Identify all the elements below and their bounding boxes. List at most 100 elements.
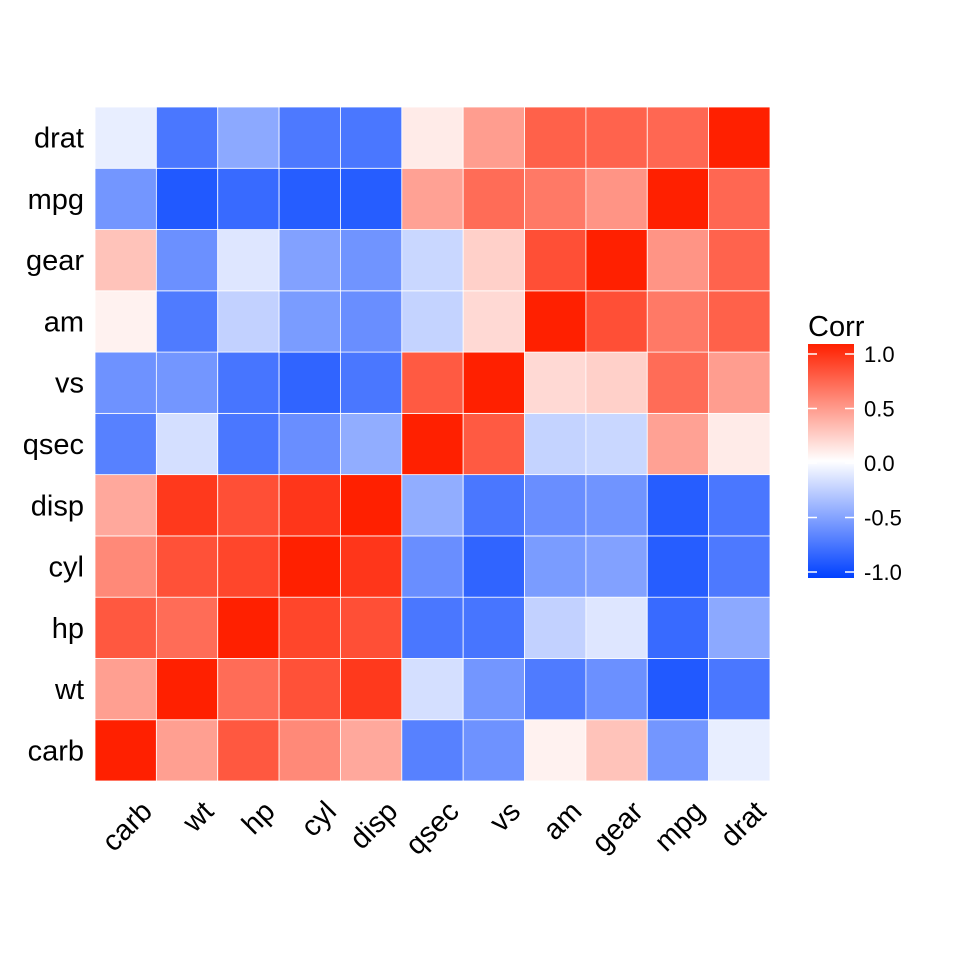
heatmap-cell-carb-mpg — [646, 719, 710, 782]
heatmap-cell-mpg-carb — [94, 167, 157, 230]
heatmap-tiles — [94, 106, 771, 782]
heatmap-cell-vs-am — [524, 351, 587, 414]
heatmap-cell-gear-am — [524, 229, 587, 292]
heatmap-cell-qsec-hp — [217, 412, 280, 476]
heatmap-cell-cyl-cyl — [278, 535, 341, 598]
heatmap-cell-qsec-vs — [462, 412, 525, 476]
heatmap-cell-gear-carb — [94, 229, 157, 292]
heatmap-cell-qsec-wt — [155, 412, 219, 476]
y-tick-label-qsec: qsec — [23, 429, 84, 461]
x-tick-label-carb: carb — [96, 795, 159, 858]
heatmap-cell-vs-cyl — [278, 351, 341, 414]
heatmap-cell-carb-drat — [708, 719, 771, 782]
heatmap-cell-qsec-qsec — [401, 412, 464, 476]
heatmap-cell-disp-disp — [340, 474, 403, 537]
heatmap-cell-carb-carb — [94, 719, 157, 782]
heatmap-cell-vs-wt — [155, 351, 219, 414]
heatmap-cell-gear-disp — [340, 229, 403, 292]
heatmap-cell-disp-hp — [217, 474, 280, 537]
legend-colorbar — [808, 344, 854, 578]
heatmap-cell-disp-vs — [462, 474, 525, 537]
heatmap-cell-vs-qsec — [401, 351, 464, 414]
x-tick-label-cyl: cyl — [295, 795, 343, 843]
heatmap-cell-gear-qsec — [401, 229, 464, 292]
heatmap-cell-mpg-drat — [708, 167, 771, 230]
heatmap-cell-gear-wt — [155, 229, 219, 292]
x-tick-label-am: am — [537, 795, 588, 846]
heatmap-cell-qsec-disp — [340, 412, 403, 476]
heatmap-cell-vs-gear — [585, 351, 648, 414]
y-tick-label-disp: disp — [31, 490, 84, 522]
y-tick-label-hp: hp — [52, 613, 84, 645]
heatmap-cell-wt-disp — [340, 658, 403, 721]
heatmap-cell-mpg-gear — [585, 167, 648, 230]
heatmap-cell-carb-vs — [462, 719, 525, 782]
x-tick-label-disp: disp — [344, 795, 404, 855]
legend-tick-label: 1.0 — [864, 342, 895, 367]
heatmap-cell-carb-cyl — [278, 719, 341, 782]
heatmap-cell-am-cyl — [278, 290, 341, 353]
heatmap-cell-cyl-qsec — [401, 535, 464, 598]
heatmap-cell-vs-drat — [708, 351, 771, 414]
heatmap-cell-am-mpg — [646, 290, 710, 353]
heatmap-cell-am-gear — [585, 290, 648, 353]
heatmap-cell-mpg-disp — [340, 167, 403, 230]
heatmap-cell-drat-am — [524, 106, 587, 169]
heatmap-cell-cyl-gear — [585, 535, 648, 598]
heatmap-cell-wt-gear — [585, 658, 648, 721]
heatmap-cell-carb-gear — [585, 719, 648, 782]
y-tick-label-am: am — [44, 306, 84, 338]
heatmap-cell-am-disp — [340, 290, 403, 353]
heatmap-cell-drat-vs — [462, 106, 525, 169]
heatmap-cell-disp-mpg — [646, 474, 710, 537]
y-tick-label-gear: gear — [26, 245, 84, 277]
heatmap-cell-am-hp — [217, 290, 280, 353]
legend-title: Corr — [808, 311, 865, 343]
y-axis-tick-labels: carb wt hp cyl disp qsec vs am gear mpg drat — [23, 123, 85, 768]
legend-tick-label: 0.0 — [864, 451, 895, 476]
heatmap-cell-mpg-vs — [462, 167, 525, 230]
heatmap-cell-mpg-qsec — [401, 167, 464, 230]
heatmap-cell-mpg-hp — [217, 167, 280, 230]
heatmap-cell-am-vs — [462, 290, 525, 353]
heatmap-cell-wt-drat — [708, 658, 771, 721]
y-tick-label-carb: carb — [28, 735, 84, 767]
heatmap-cell-wt-vs — [462, 658, 525, 721]
heatmap-cell-cyl-am — [524, 535, 587, 598]
heatmap-cell-hp-vs — [462, 596, 525, 659]
heatmap-cell-vs-disp — [340, 351, 403, 414]
heatmap-cell-cyl-carb — [94, 535, 157, 598]
color-legend: Corr 1.0 0.5 0.0 -0.5 -1.0 — [808, 311, 902, 585]
heatmap-cell-vs-vs — [462, 351, 525, 414]
heatmap-cell-drat-disp — [340, 106, 403, 169]
heatmap-cell-disp-cyl — [278, 474, 341, 537]
y-tick-label-drat: drat — [34, 123, 84, 155]
legend-tick-label: -0.5 — [864, 506, 902, 531]
heatmap-cell-drat-carb — [94, 106, 157, 169]
heatmap-cell-hp-am — [524, 596, 587, 659]
heatmap-cell-hp-disp — [340, 596, 403, 659]
heatmap-cell-wt-carb — [94, 658, 157, 721]
heatmap-cell-drat-drat — [708, 106, 771, 169]
heatmap-cell-qsec-gear — [585, 412, 648, 476]
y-tick-label-cyl: cyl — [49, 552, 84, 584]
heatmap-cell-mpg-wt — [155, 167, 219, 230]
heatmap-cell-am-carb — [94, 290, 157, 353]
heatmap-cell-carb-wt — [155, 719, 219, 782]
heatmap-cell-am-am — [524, 290, 587, 353]
heatmap-cell-drat-mpg — [646, 106, 710, 169]
heatmap-cell-gear-drat — [708, 229, 771, 292]
heatmap-cell-drat-hp — [217, 106, 280, 169]
heatmap-cell-disp-am — [524, 474, 587, 537]
heatmap-cell-wt-hp — [217, 658, 280, 721]
heatmap-cell-hp-carb — [94, 596, 157, 659]
heatmap-cell-qsec-cyl — [278, 412, 341, 476]
heatmap-cell-wt-wt — [155, 658, 219, 721]
heatmap-cell-disp-carb — [94, 474, 157, 537]
x-tick-label-hp: hp — [236, 795, 281, 840]
heatmap-cell-drat-gear — [585, 106, 648, 169]
heatmap-cell-hp-qsec — [401, 596, 464, 659]
heatmap-cell-cyl-drat — [708, 535, 771, 598]
heatmap-cell-vs-hp — [217, 351, 280, 414]
